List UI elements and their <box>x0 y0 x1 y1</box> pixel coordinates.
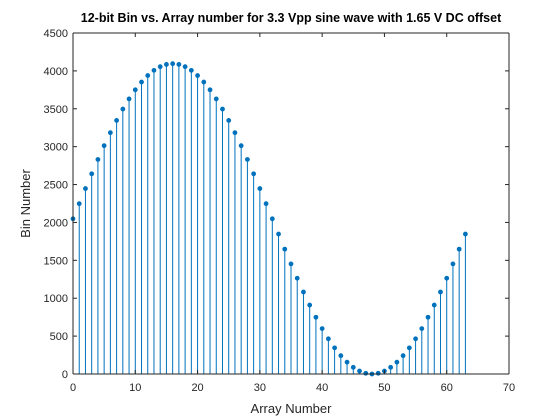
stem-marker <box>413 336 418 342</box>
stem-marker <box>431 302 437 308</box>
stem-marker <box>325 336 331 342</box>
stem-marker <box>139 79 144 85</box>
stem-marker <box>301 289 306 295</box>
stem-marker <box>157 64 163 70</box>
stem-marker <box>232 130 238 136</box>
stem-marker <box>170 61 176 67</box>
stem-marker <box>344 359 350 365</box>
y-tick-label: 500 <box>50 331 68 343</box>
stem-marker <box>120 106 126 112</box>
y-tick-label: 0 <box>62 369 68 381</box>
y-tick-label: 1500 <box>44 255 68 267</box>
y-tick-label: 3500 <box>44 104 68 116</box>
stem-marker <box>444 275 450 281</box>
stem-marker <box>220 106 225 112</box>
stem-marker <box>151 67 157 73</box>
y-tick-label: 4000 <box>44 66 68 78</box>
y-axis-label: Bin Number <box>18 169 33 238</box>
stem-marker <box>114 118 119 123</box>
stem-marker <box>313 314 319 320</box>
stem-marker <box>226 118 232 123</box>
stem-marker <box>438 289 443 295</box>
stem-marker <box>95 157 101 162</box>
stem-marker <box>419 326 425 332</box>
x-tick-label: 30 <box>254 382 266 394</box>
stem-marker <box>188 67 194 73</box>
stem-marker <box>400 353 406 359</box>
x-ticks-layer: 0 10 20 30 40 50 60 70 <box>70 33 515 394</box>
x-tick-label: 0 <box>70 382 76 394</box>
y-tick-label: 3000 <box>44 142 68 154</box>
stem-marker <box>463 231 468 237</box>
y-tick-label: 2000 <box>44 217 68 229</box>
stem-marker <box>126 96 132 102</box>
stem-marker <box>450 261 456 267</box>
stems-layer <box>70 61 468 377</box>
stem-marker <box>207 87 213 93</box>
stem-marker <box>307 302 313 308</box>
stem-marker <box>201 79 207 85</box>
stem-marker <box>269 216 275 222</box>
stem-marker <box>282 246 288 252</box>
stem-marker <box>238 143 244 149</box>
y-tick-label: 1000 <box>44 293 68 305</box>
y-ticks-layer: 0 500 1000 1500 2000 2500 3000 3500 4000 4500 <box>44 28 509 381</box>
stem-marker <box>83 186 88 191</box>
stem-marker <box>332 345 338 351</box>
y-tick-label: 4500 <box>44 28 68 40</box>
stem-marker <box>132 87 138 93</box>
stem-marker <box>257 186 263 191</box>
x-tick-label: 60 <box>441 382 453 394</box>
stem-marker <box>375 370 381 376</box>
stem-marker <box>294 275 300 281</box>
stem-marker <box>164 62 169 67</box>
stem-marker <box>350 364 356 370</box>
x-tick-label: 10 <box>129 382 141 394</box>
x-axis-label: Array Number <box>251 401 333 416</box>
stem-marker <box>288 261 294 267</box>
stem-marker <box>76 201 82 207</box>
stem-marker <box>425 314 431 320</box>
stem-marker <box>101 143 107 149</box>
stem-marker <box>357 368 362 374</box>
x-tick-label: 20 <box>191 382 203 394</box>
stem-marker <box>319 326 325 332</box>
chart-title: 12-bit Bin vs. Array number for 3.3 Vpp … <box>81 11 502 25</box>
y-tick-label: 2500 <box>44 180 68 192</box>
stem-marker <box>213 96 219 102</box>
stem-marker <box>263 201 269 207</box>
stem-marker <box>145 73 151 78</box>
stem-marker <box>406 345 412 351</box>
stem-marker <box>245 157 250 162</box>
stem-marker <box>456 246 462 252</box>
stem-marker <box>251 171 257 177</box>
stem-marker <box>89 171 95 177</box>
x-tick-label: 50 <box>378 382 390 394</box>
stem-marker <box>276 231 281 237</box>
x-tick-label: 70 <box>503 382 515 394</box>
stem-marker <box>338 353 344 359</box>
x-tick-label: 40 <box>316 382 328 394</box>
stem-marker <box>107 130 113 136</box>
stem-marker <box>176 62 182 67</box>
stem-marker <box>195 73 200 78</box>
stem-marker <box>394 359 400 365</box>
stem-marker <box>363 370 369 376</box>
stem-marker <box>388 364 394 370</box>
stem-marker <box>182 64 188 70</box>
